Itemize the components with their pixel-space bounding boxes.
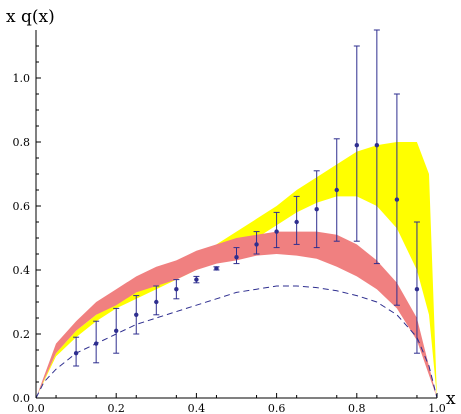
point-marker xyxy=(374,143,380,148)
point-marker xyxy=(314,207,319,212)
data-point-9 xyxy=(233,247,240,265)
y-tick-label: 0.4 xyxy=(13,264,31,277)
point-marker xyxy=(254,242,259,247)
point-marker xyxy=(114,328,119,333)
point-marker xyxy=(134,312,139,317)
data-point-8 xyxy=(213,266,220,271)
data-point-16 xyxy=(373,29,380,265)
x-tick-label: 0.4 xyxy=(188,402,206,414)
y-tick-label: 0.0 xyxy=(13,392,31,405)
x-ticks: 0.0 0.2 0.4 0.6 0.8 1.0 xyxy=(27,393,446,414)
point-marker xyxy=(274,229,279,234)
data-point-3 xyxy=(113,307,120,354)
y-tick-label: 0.8 xyxy=(13,136,31,149)
y-ticks: 0.0 0.2 0.4 0.6 0.8 1.0 xyxy=(13,45,41,405)
x-tick-label: 0.0 xyxy=(27,402,45,414)
y-tick-label: 0.2 xyxy=(13,328,31,341)
axes xyxy=(35,30,437,399)
data-point-18 xyxy=(413,221,420,354)
point-marker xyxy=(174,287,179,292)
data-point-1 xyxy=(73,336,80,367)
y-axis-title: x q(x) xyxy=(6,7,55,27)
y-tick-label: 0.6 xyxy=(13,200,31,213)
point-marker xyxy=(154,299,159,305)
data-point-11 xyxy=(273,211,280,249)
point-marker xyxy=(194,277,199,282)
data-point-2 xyxy=(93,320,100,364)
data-point-6 xyxy=(173,279,180,300)
x-tick-label: 1.0 xyxy=(428,402,446,414)
data-point-7 xyxy=(193,275,200,284)
dashed-curve xyxy=(35,285,438,399)
point-marker xyxy=(214,266,219,271)
x-tick-label: 0.2 xyxy=(107,402,125,414)
y-tick-label: 1.0 xyxy=(13,72,31,85)
point-marker xyxy=(294,219,299,225)
point-marker xyxy=(334,187,339,193)
data-point-13 xyxy=(313,170,320,249)
x-tick-label: 0.6 xyxy=(268,402,286,414)
data-point-10 xyxy=(253,231,260,255)
x-tick-label: 0.8 xyxy=(348,402,366,414)
point-marker xyxy=(234,255,239,260)
x-axis-title: x xyxy=(446,389,456,409)
data-point-15 xyxy=(353,45,360,242)
data-point-4 xyxy=(133,295,140,335)
data-point-5 xyxy=(153,285,160,316)
point-marker xyxy=(394,197,400,202)
data-point-12 xyxy=(293,195,300,245)
dashed-curve-group xyxy=(35,285,438,399)
point-marker xyxy=(414,287,420,292)
data-point-14 xyxy=(333,138,340,242)
data-point-17 xyxy=(393,93,400,306)
point-marker xyxy=(73,351,79,356)
point-marker xyxy=(354,143,359,148)
data-points xyxy=(73,29,420,367)
point-marker xyxy=(93,341,99,346)
